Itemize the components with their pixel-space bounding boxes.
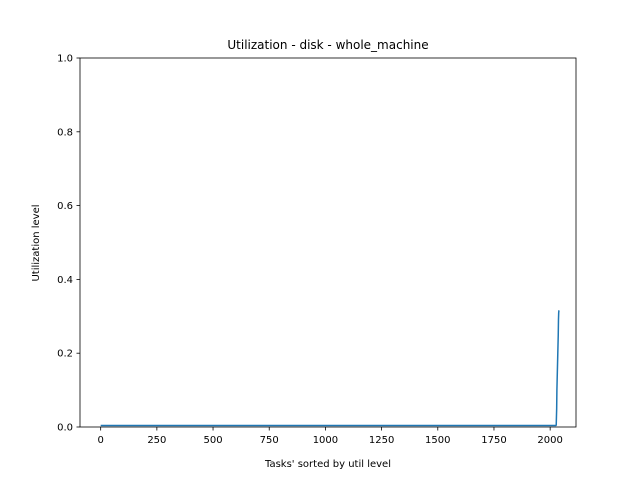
chart-title: Utilization - disk - whole_machine <box>227 38 428 52</box>
y-tick-label: 0.6 <box>57 201 73 212</box>
y-tick-label: 0.4 <box>57 275 73 286</box>
y-tick-label: 0.8 <box>57 127 73 138</box>
x-tick-label: 1750 <box>481 435 506 446</box>
x-axis-label: Tasks' sorted by util level <box>264 459 391 470</box>
x-tick-label: 1250 <box>369 435 394 446</box>
x-tick-label: 250 <box>147 435 166 446</box>
y-tick-label: 0.2 <box>57 349 73 360</box>
x-tick-label: 0 <box>97 435 103 446</box>
x-axis: 0 250 500 750 1000 1250 1500 1750 2000 <box>97 427 563 446</box>
plot-area <box>79 57 577 428</box>
x-tick-label: 500 <box>203 435 222 446</box>
series-line-0 <box>100 310 560 427</box>
x-tick-label: 1000 <box>313 435 338 446</box>
x-tick-label: 750 <box>260 435 279 446</box>
y-axis-label: Utilization level <box>31 204 42 281</box>
y-axis: 0.0 0.2 0.4 0.6 0.8 1.0 <box>57 54 80 434</box>
x-tick-label: 1500 <box>425 435 450 446</box>
plot-frame <box>79 57 577 428</box>
x-tick-label: 2000 <box>537 435 562 446</box>
y-tick-label: 1.0 <box>57 54 73 65</box>
y-tick-label: 0.0 <box>57 423 73 434</box>
